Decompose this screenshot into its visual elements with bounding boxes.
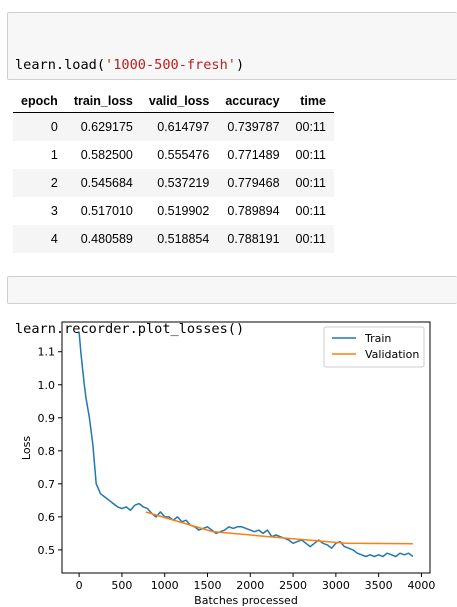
cell-valid-loss: 0.614797 bbox=[140, 112, 218, 141]
x-tick-label: 2000 bbox=[236, 579, 264, 592]
x-tick-label: 500 bbox=[111, 579, 132, 592]
cell-accuracy: 0.789894 bbox=[227, 204, 280, 218]
legend-box bbox=[323, 326, 425, 368]
column-header-epoch: epoch bbox=[13, 90, 66, 113]
code-cell-plot[interactable]: learn.recorder.plot_losses() bbox=[7, 276, 457, 337]
table-row: 2 0.545684 0.537219 0.779468 00:11 bbox=[13, 169, 334, 197]
cell-time: 00:11 bbox=[287, 225, 334, 253]
y-tick-label: 0.6 bbox=[38, 511, 56, 524]
cell-train-loss: 0.480589 bbox=[65, 225, 141, 253]
x-tick-label: 2500 bbox=[279, 579, 307, 592]
cell-epoch: 3 bbox=[50, 204, 58, 218]
cell-valid-loss: 0.519902 bbox=[157, 204, 210, 218]
table-row: 4 0.480589 0.518854 0.788191 00:11 bbox=[13, 225, 334, 253]
y-tick-label: 1.1 bbox=[38, 346, 56, 359]
legend: Train Validation bbox=[323, 326, 425, 368]
column-header-train-loss: train_loss bbox=[65, 90, 141, 113]
y-axis-label: Loss bbox=[20, 436, 33, 460]
cell-time: 00:11 bbox=[295, 204, 326, 218]
training-results-table: epoch train_loss valid_loss accuracy tim… bbox=[13, 90, 334, 253]
x-tick-label: 1500 bbox=[193, 579, 221, 592]
cell-epoch: 4 bbox=[13, 225, 66, 253]
code-cell-training[interactable]: learn.load('1000-500-fresh') learn.fit_o… bbox=[7, 12, 457, 187]
series-layer bbox=[78, 331, 414, 558]
series-line-train bbox=[78, 331, 414, 558]
code-token: '1000-500-fresh' bbox=[105, 57, 236, 73]
x-tick-label: 4000 bbox=[407, 579, 435, 592]
cell-accuracy: 0.779468 bbox=[217, 169, 288, 197]
legend-label-train: Train bbox=[364, 332, 391, 345]
cell-train-loss: 0.517010 bbox=[80, 204, 133, 218]
cell-epoch: 2 bbox=[13, 169, 66, 197]
x-tick-label: 1000 bbox=[151, 579, 179, 592]
cell-train-loss: 0.582500 bbox=[80, 148, 133, 162]
x-tick-label: 0 bbox=[76, 579, 83, 592]
cell-epoch: 0 bbox=[13, 112, 66, 141]
cell-accuracy: 0.771489 bbox=[227, 148, 280, 162]
code-line: learn.recorder.plot_losses() bbox=[15, 320, 457, 339]
table-row: 3 0.517010 0.519902 0.789894 00:11 bbox=[13, 197, 334, 225]
loss-chart: 0.5 0.6 0.7 0.8 0.9 1.0 1.1 0 500 1000 1500 2000 25… bbox=[20, 321, 435, 607]
cell-train-loss: 0.545684 bbox=[65, 169, 141, 197]
cell-train-loss: 0.629175 bbox=[65, 112, 141, 141]
cell-epoch: 1 bbox=[50, 148, 58, 162]
code-line: learn.load('1000-500-fresh') bbox=[15, 56, 457, 75]
cell-time: 00:11 bbox=[295, 148, 326, 162]
legend-label-validation: Validation bbox=[365, 348, 419, 361]
y-tick-label: 0.9 bbox=[38, 412, 56, 425]
column-header-valid-loss: valid_loss bbox=[140, 90, 218, 113]
code-token: learn.recorder.plot_losses() bbox=[15, 321, 245, 337]
series-line-validation bbox=[145, 511, 413, 545]
x-axis-label: Batches processed bbox=[194, 594, 298, 607]
cell-time: 00:11 bbox=[287, 169, 334, 197]
cell-accuracy: 0.788191 bbox=[217, 225, 288, 253]
y-tick-label: 0.8 bbox=[38, 445, 56, 458]
column-header-accuracy: accuracy bbox=[217, 90, 288, 113]
x-tick-label: 3000 bbox=[322, 579, 350, 592]
code-token: ) bbox=[235, 57, 245, 73]
y-tick-label: 0.7 bbox=[38, 478, 56, 491]
cell-accuracy: 0.739787 bbox=[217, 112, 288, 141]
x-axis: 0 500 1000 1500 2000 2500 3000 3500 4000 bbox=[76, 573, 435, 592]
table-header-row: epoch train_loss valid_loss accuracy tim… bbox=[13, 90, 334, 113]
cell-valid-loss: 0.518854 bbox=[140, 225, 218, 253]
table-row: 1 0.582500 0.555476 0.771489 00:11 bbox=[13, 141, 334, 169]
code-token: learn.load( bbox=[15, 57, 106, 73]
cell-valid-loss: 0.555476 bbox=[157, 148, 210, 162]
y-tick-label: 0.5 bbox=[38, 544, 56, 557]
column-header-time: time bbox=[287, 90, 334, 113]
cell-time: 00:11 bbox=[287, 112, 334, 141]
table-row: 0 0.629175 0.614797 0.739787 00:11 bbox=[13, 112, 334, 141]
plot-frame bbox=[61, 321, 431, 574]
x-tick-label: 3500 bbox=[365, 579, 393, 592]
cell-valid-loss: 0.537219 bbox=[140, 169, 218, 197]
y-tick-label: 1.0 bbox=[38, 379, 56, 392]
y-axis: 0.5 0.6 0.7 0.8 0.9 1.0 1.1 bbox=[38, 346, 62, 557]
